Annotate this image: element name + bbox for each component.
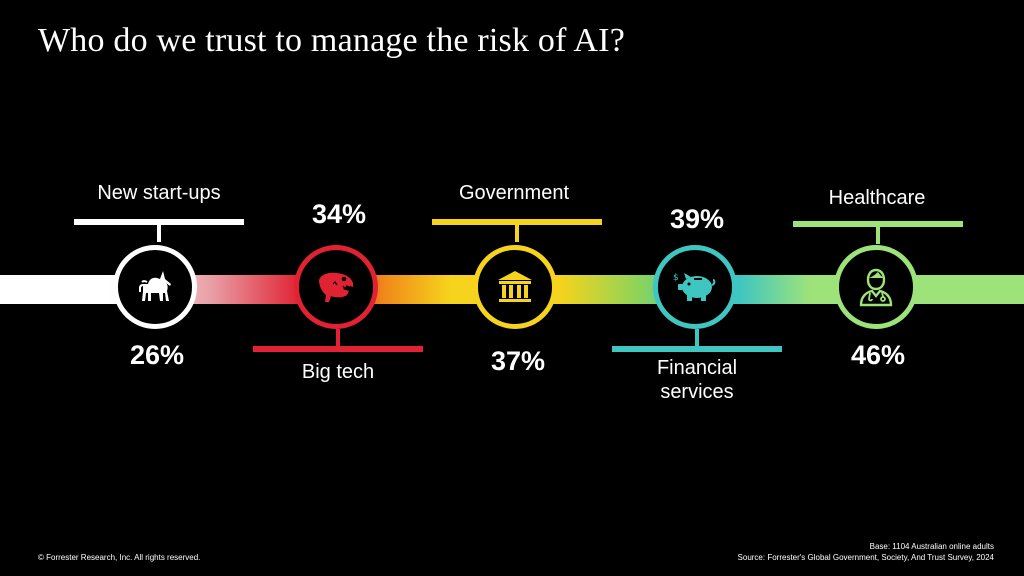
source-note: Base: 1104 Australian online adults Sour…	[738, 541, 994, 563]
label-government: Government	[458, 182, 570, 204]
stem-government	[515, 222, 519, 242]
bracket-big-tech	[253, 346, 423, 352]
node-government	[473, 245, 557, 329]
label-financial-services-line2: services	[660, 381, 734, 403]
source-citation: Source: Forrester's Global Government, S…	[737, 553, 994, 562]
stem-financial-services	[695, 329, 699, 347]
percent-big-tech: 34%	[311, 199, 367, 229]
svg-text:$: $	[673, 273, 679, 283]
label-healthcare: Healthcare	[828, 187, 926, 209]
slide-title: Who do we trust to manage the risk of AI…	[38, 22, 625, 59]
node-healthcare	[834, 245, 918, 329]
unicorn-icon	[133, 265, 177, 309]
percent-new-start-ups: 26%	[129, 340, 185, 370]
node-big-tech	[294, 245, 378, 329]
dinosaur-icon	[313, 264, 359, 310]
piggy-bank-icon: $	[672, 267, 718, 307]
node-new-start-ups	[113, 245, 197, 329]
copyright-notice: © Forrester Research, Inc. All rights re…	[38, 553, 201, 562]
label-big-tech: Big tech	[301, 361, 375, 383]
stem-healthcare	[876, 224, 880, 244]
node-financial-services: $	[653, 245, 737, 329]
label-financial-services: Financial services	[615, 356, 779, 404]
percent-financial-services: 39%	[669, 204, 725, 234]
stem-new-start-ups	[157, 222, 161, 242]
doctor-icon	[856, 266, 896, 308]
base-note: Base: 1104 Australian online adults	[869, 542, 994, 551]
bracket-financial-services	[612, 346, 782, 352]
label-financial-services-line1: Financial	[656, 357, 738, 379]
label-new-start-ups: New start-ups	[97, 182, 221, 204]
percent-government: 37%	[490, 346, 546, 376]
percent-healthcare: 46%	[850, 340, 906, 370]
stem-big-tech	[336, 329, 340, 347]
government-building-icon	[495, 267, 535, 307]
